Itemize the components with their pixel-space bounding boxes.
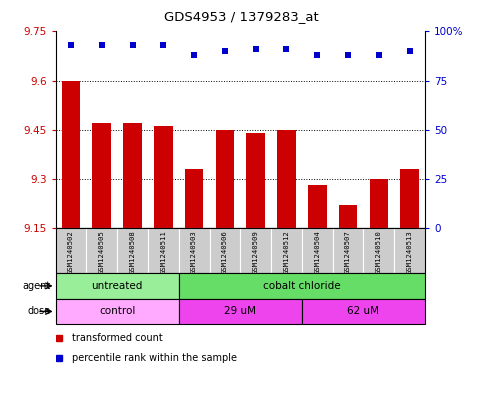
Bar <box>179 228 210 273</box>
Text: control: control <box>99 307 135 316</box>
Bar <box>333 228 364 273</box>
Bar <box>240 228 271 273</box>
Bar <box>302 228 333 273</box>
Bar <box>308 185 327 228</box>
Text: 62 uM: 62 uM <box>347 307 380 316</box>
Text: dose: dose <box>28 307 51 316</box>
Bar <box>179 299 302 324</box>
Point <box>375 52 383 58</box>
Bar <box>86 228 117 273</box>
Bar <box>117 228 148 273</box>
Point <box>344 52 352 58</box>
Text: transformed count: transformed count <box>72 333 163 343</box>
Bar <box>302 299 425 324</box>
Point <box>190 52 198 58</box>
Text: GSM1240510: GSM1240510 <box>376 230 382 274</box>
Text: GSM1240512: GSM1240512 <box>284 230 289 274</box>
Text: GSM1240511: GSM1240511 <box>160 230 166 274</box>
Bar <box>394 228 425 273</box>
Bar <box>92 123 111 228</box>
Point <box>221 48 229 54</box>
Point <box>283 46 290 52</box>
Bar <box>56 228 86 273</box>
Bar <box>246 133 265 228</box>
Bar <box>339 205 357 228</box>
Text: untreated: untreated <box>91 281 143 291</box>
Text: percentile rank within the sample: percentile rank within the sample <box>72 353 237 363</box>
Bar <box>179 273 425 299</box>
Text: GSM1240507: GSM1240507 <box>345 230 351 274</box>
Text: agent: agent <box>23 281 51 291</box>
Text: GSM1240504: GSM1240504 <box>314 230 320 274</box>
Text: GSM1240505: GSM1240505 <box>99 230 105 274</box>
Point <box>252 46 259 52</box>
Bar <box>148 228 179 273</box>
Text: GSM1240506: GSM1240506 <box>222 230 228 274</box>
Bar <box>215 130 234 228</box>
Text: GSM1240508: GSM1240508 <box>129 230 136 274</box>
Bar <box>154 127 172 228</box>
Bar <box>210 228 240 273</box>
Text: GSM1240503: GSM1240503 <box>191 230 197 274</box>
Point <box>98 42 106 48</box>
Text: GSM1240513: GSM1240513 <box>407 230 412 274</box>
Bar <box>185 169 203 228</box>
Text: GSM1240502: GSM1240502 <box>68 230 74 274</box>
Point <box>313 52 321 58</box>
Bar <box>62 81 80 228</box>
Text: 29 uM: 29 uM <box>224 307 256 316</box>
Text: GDS4953 / 1379283_at: GDS4953 / 1379283_at <box>164 10 319 23</box>
Text: cobalt chloride: cobalt chloride <box>263 281 341 291</box>
Bar <box>277 130 296 228</box>
Text: GSM1240509: GSM1240509 <box>253 230 259 274</box>
Bar <box>369 179 388 228</box>
Point <box>128 42 136 48</box>
Point <box>159 42 167 48</box>
Bar <box>400 169 419 228</box>
Point <box>67 42 75 48</box>
Point <box>406 48 413 54</box>
Bar <box>123 123 142 228</box>
Bar <box>364 228 394 273</box>
Bar <box>56 273 179 299</box>
Bar <box>271 228 302 273</box>
Bar <box>56 299 179 324</box>
